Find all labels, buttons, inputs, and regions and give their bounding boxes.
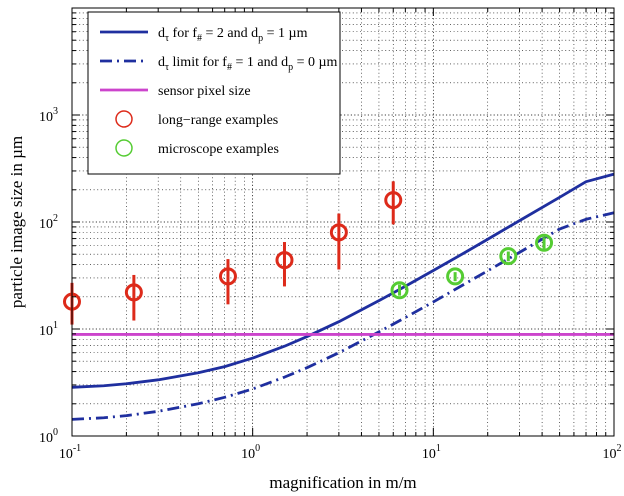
- data-point-marker: [446, 267, 465, 286]
- data-point-marker: [275, 251, 294, 270]
- x-tick-label: 101: [422, 443, 441, 462]
- legend-marker: [115, 139, 133, 157]
- y-tick-label: 100: [39, 427, 58, 446]
- legend-marker: [115, 110, 133, 128]
- x-axis-label: magnification in m/m: [269, 473, 416, 492]
- data-point-marker: [384, 191, 403, 210]
- x-tick-label: 102: [603, 443, 622, 462]
- legend-label: sensor pixel size: [158, 84, 251, 99]
- x-tick-label: 10-1: [59, 443, 81, 462]
- series-line: [71, 211, 615, 421]
- legend-label: dτ for f# = 2 and dp = 1 µm: [158, 26, 308, 44]
- data-point-marker: [329, 223, 348, 242]
- legend-label: microscope examples: [158, 142, 279, 157]
- series-lines: [71, 172, 615, 421]
- data-point-marker: [535, 233, 554, 252]
- marker-series: [63, 181, 554, 325]
- legend-label: dτ limit for f# = 1 and dp = 0 µm: [158, 55, 338, 73]
- series-line: [71, 172, 615, 389]
- y-axis-label: particle image size in µm: [7, 136, 26, 308]
- data-point-marker: [390, 281, 409, 300]
- y-tick-label: 101: [39, 320, 58, 339]
- y-tick-label: 103: [39, 106, 58, 125]
- data-point-marker: [124, 283, 143, 302]
- legend-label: long−range examples: [158, 113, 278, 128]
- y-tick-label: 102: [39, 213, 58, 232]
- legend-box: [87, 11, 341, 175]
- x-tick-label: 100: [241, 443, 260, 462]
- legend: dτ for f# = 2 and dp = 1 µm dτ limit for …: [87, 11, 341, 175]
- data-point-marker: [218, 267, 237, 286]
- data-point-marker: [499, 247, 518, 266]
